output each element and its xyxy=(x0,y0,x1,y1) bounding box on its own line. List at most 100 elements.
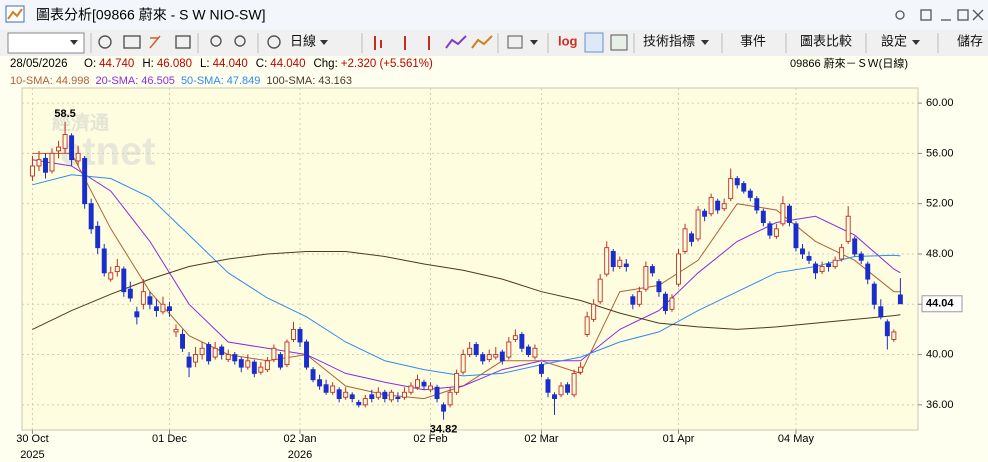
header-label: C: xyxy=(256,58,268,70)
candle-body xyxy=(421,381,427,387)
chart-type-icons[interactable] xyxy=(374,36,430,50)
events-button[interactable]: 事件 xyxy=(740,33,766,48)
close-icon[interactable] xyxy=(972,9,984,21)
header-value: 46.080 xyxy=(157,58,192,70)
candle-body xyxy=(454,372,460,393)
candle-body xyxy=(662,293,668,312)
candle-body xyxy=(865,263,871,280)
indicators-button[interactable]: 技術指標 xyxy=(643,33,695,48)
y-tick-label: 60.00 xyxy=(926,97,954,109)
candle-body xyxy=(441,404,447,412)
fit-tool[interactable] xyxy=(175,35,191,49)
candle-body xyxy=(225,354,231,361)
candle-body xyxy=(330,385,336,393)
candle-body xyxy=(369,394,375,400)
period-icon[interactable] xyxy=(267,35,281,49)
candle-body xyxy=(467,347,473,356)
candle-body xyxy=(251,361,257,374)
crosshair-tool[interactable] xyxy=(123,35,141,49)
candle-body xyxy=(82,157,88,205)
candle-body xyxy=(793,223,799,249)
candle-body xyxy=(806,256,812,261)
candle-body xyxy=(434,386,440,400)
candle-body xyxy=(336,389,342,400)
pan-tool[interactable] xyxy=(98,35,112,49)
maximize-icon[interactable] xyxy=(957,9,969,21)
candle-body xyxy=(473,344,479,356)
legend-separator: : xyxy=(221,75,224,87)
candle-body xyxy=(193,354,199,363)
symbol-input[interactable] xyxy=(7,32,85,54)
legend-separator: : xyxy=(50,75,53,87)
line-chart-icon[interactable] xyxy=(445,35,467,49)
x-tick-label: 30 Oct xyxy=(16,433,48,445)
save-button[interactable]: 儲存 xyxy=(957,33,983,48)
candle-body xyxy=(623,263,629,267)
candle-body xyxy=(29,165,35,177)
candle-body xyxy=(571,372,577,396)
candle-body xyxy=(69,135,75,161)
candle-body xyxy=(552,394,557,400)
candle-body xyxy=(291,328,296,340)
dropdown-arrow xyxy=(530,40,538,45)
panel-icon[interactable] xyxy=(610,34,628,51)
dropdown-arrow xyxy=(912,40,920,45)
candle-body xyxy=(362,398,368,406)
candle-body xyxy=(832,259,838,267)
annotation: 58.5 xyxy=(54,108,75,120)
export-icon[interactable] xyxy=(920,9,932,21)
candle-body xyxy=(884,321,890,337)
candle-body xyxy=(121,268,127,293)
y-tick-label: 48.00 xyxy=(926,248,954,260)
candle-body xyxy=(349,394,355,400)
candle-body xyxy=(49,152,55,172)
candle-body xyxy=(375,391,381,398)
link-icon[interactable] xyxy=(895,10,905,20)
candle-body xyxy=(167,306,172,312)
candle-body xyxy=(630,296,636,305)
candle-body xyxy=(852,238,858,255)
candle-body xyxy=(800,248,805,255)
candle-body xyxy=(845,215,851,242)
dropdown-arrow xyxy=(701,40,709,45)
log-button[interactable]: log xyxy=(558,33,578,48)
grid-icon[interactable] xyxy=(507,35,523,49)
candle-body xyxy=(819,266,825,273)
legend-name: 50-SMA xyxy=(181,75,221,87)
candle-body xyxy=(578,366,584,373)
candle-body xyxy=(558,385,564,396)
candle-body xyxy=(734,178,740,186)
candle-body xyxy=(199,347,205,356)
zoom-out[interactable] xyxy=(234,35,246,47)
candle-body xyxy=(858,253,864,261)
candle-body xyxy=(277,354,283,368)
candle-body xyxy=(343,391,349,398)
header-value: 44.740 xyxy=(99,58,134,70)
candle-body xyxy=(160,303,166,313)
annotation: 34.82 xyxy=(430,424,458,436)
candle-body xyxy=(108,272,114,280)
candle-body xyxy=(636,291,642,305)
candle-body xyxy=(499,351,505,362)
candle-body xyxy=(395,396,401,400)
candle-body xyxy=(147,296,153,305)
plot-area xyxy=(21,87,919,431)
candle-body xyxy=(512,335,518,340)
draw-tool[interactable] xyxy=(149,35,161,49)
toggle-icon[interactable] xyxy=(584,32,604,53)
compare-button[interactable]: 圖表比較 xyxy=(800,33,852,48)
settings-button[interactable]: 設定 xyxy=(881,33,907,48)
candle-body xyxy=(525,346,531,356)
period-button[interactable]: 日線 xyxy=(290,33,316,48)
area-chart-icon[interactable] xyxy=(471,35,493,49)
sma-line xyxy=(32,251,901,330)
candle-body xyxy=(565,384,571,393)
last-price-label: 44.04 xyxy=(926,298,954,310)
legend-value: 47.849 xyxy=(227,75,261,87)
candle-body xyxy=(702,210,708,217)
candle-body xyxy=(219,346,225,356)
candle-body xyxy=(460,354,466,373)
zoom-in[interactable] xyxy=(210,35,222,47)
x-tick-year: 2026 xyxy=(288,449,312,461)
sma-line xyxy=(32,174,901,377)
